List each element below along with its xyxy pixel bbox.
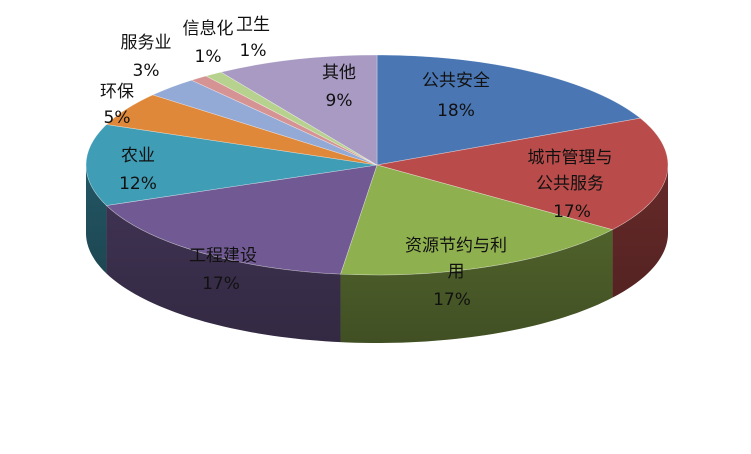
pie-slice-4: [85, 124, 378, 206]
pie-slice-2: [340, 164, 614, 276]
pie-side-shade-4: [86, 165, 107, 274]
slice-value-label: 1%: [195, 47, 222, 67]
slice-label-3: 工程建设 17%: [189, 246, 257, 294]
slice-label-text: 卫生: [236, 15, 270, 35]
slice-label-text: 公共服务: [536, 174, 604, 194]
pie-slice-1: [376, 117, 669, 230]
slice-label-9: 其他 9%: [322, 63, 356, 111]
pie-slice-3: [105, 164, 378, 275]
slice-label-4: 农业 12%: [119, 146, 157, 194]
slice-label-text: 工程建设: [189, 246, 257, 266]
slice-label-8: 卫生 1%: [236, 15, 270, 61]
slice-value-label: 12%: [119, 174, 157, 194]
slice-label-text: 用: [448, 262, 465, 282]
slice-value-label: 17%: [433, 290, 471, 310]
slice-label-text: 服务业: [121, 33, 172, 53]
pie-tops: [85, 54, 669, 276]
pie-slice-9: [220, 54, 378, 166]
pie-slice-0: [376, 54, 642, 166]
slice-label-5: 环保 5%: [100, 82, 134, 128]
slice-label-text: 公共安全: [422, 71, 490, 91]
slice-label-text: 环保: [100, 82, 134, 102]
slice-label-7: 信息化 1%: [183, 19, 234, 67]
slice-label-6: 服务业 3%: [121, 33, 172, 81]
slice-value-label: 3%: [133, 61, 160, 81]
slice-label-text: 城市管理与: [528, 148, 613, 168]
slice-value-label: 9%: [326, 91, 353, 111]
slice-label-text: 农业: [121, 146, 155, 166]
slice-label-0: 公共安全 18%: [422, 71, 490, 121]
pie-side-shade-2: [340, 229, 613, 343]
slice-label-text: 资源节约与利: [405, 236, 507, 256]
slice-label-text: 信息化: [183, 19, 234, 39]
pie-sides: [86, 165, 668, 343]
slice-value-label: 18%: [437, 101, 475, 121]
pie-side-shade-1: [612, 165, 668, 298]
slice-label-text: 其他: [322, 63, 356, 83]
slice-value-label: 17%: [553, 202, 591, 222]
pie-side-shade-3: [106, 205, 341, 343]
slice-value-label: 17%: [202, 274, 240, 294]
slice-value-label: 5%: [104, 108, 131, 128]
slice-value-label: 1%: [240, 41, 267, 61]
